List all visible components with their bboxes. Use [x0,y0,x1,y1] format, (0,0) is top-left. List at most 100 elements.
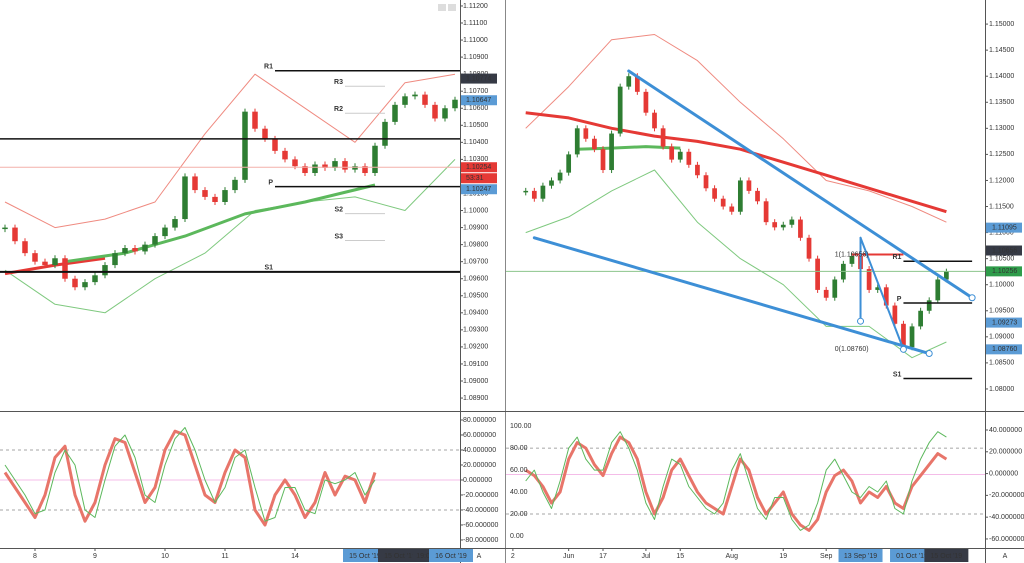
x-highlight-label: 01 Oct '19 [896,553,928,560]
candle [392,104,398,122]
y-tick-label: 80.000000 [463,417,496,424]
pivot-label: S1 [264,265,273,272]
y-tick-label: 1.10900 [463,54,488,61]
trendline [627,69,974,300]
trendline [859,236,905,351]
candle [422,94,428,105]
candle [312,164,318,174]
candle [574,128,580,155]
x-highlight-label: 16 Oct '19 [435,553,467,560]
candle [660,128,666,147]
candle [866,269,872,290]
indicator-line [4,73,456,229]
y-tick-label: 1.11000 [463,37,488,44]
y-tick-label: 1.12000 [989,177,1014,184]
y-tick-label: 60.00 [510,467,528,474]
indicator-line [525,34,947,223]
candle [12,227,18,242]
price-highlight-label: 1.10256 [992,268,1017,275]
indicator-line [525,169,947,359]
y-tick-label: 1.10400 [463,139,488,146]
y-tick-label: -60.000000 [463,522,499,529]
candle [875,287,881,290]
candle [600,149,606,171]
pivot-label: R1 [264,64,273,71]
x-highlight [429,549,473,562]
candle [695,164,700,176]
candle [92,275,98,283]
y-tick-label: 1.13500 [989,99,1014,106]
candle [677,151,683,160]
candle [832,279,838,298]
trendline-handle [925,350,933,358]
x-highlight [890,549,935,562]
candle [669,146,675,160]
candle [132,248,138,252]
candle [102,265,108,276]
candle [22,241,28,254]
candle [540,185,546,199]
x-highlight-label: 19:00 [416,553,434,560]
candle [162,227,168,237]
pivot-label: R3 [334,79,343,86]
candle [789,219,795,225]
x-tick-label: 8 [33,553,37,560]
candle [142,244,148,252]
y-tick-label: 1.09200 [463,344,488,351]
y-tick-label: 1.10000 [989,282,1014,289]
trendline-handle [857,317,865,325]
x-highlight [838,549,883,562]
price-highlight [461,184,497,195]
x-highlight [924,549,969,562]
x-tick-label: 11 [221,553,228,560]
candle [729,206,735,212]
candle [362,166,368,174]
price-highlight [986,245,1022,256]
x-tick-label: 14 [291,553,299,560]
pane: 1(1.10656) 0(1.08760) [506,34,985,380]
candle [432,104,438,119]
y-tick-label: 1.09900 [463,224,488,231]
indicator-line [4,427,376,522]
candle [609,133,614,171]
candle [806,237,812,259]
candle [292,159,298,167]
candle [182,176,188,220]
y-tick-label: 1.10300 [463,156,488,163]
candle [262,128,268,139]
trendline-handle [899,345,907,353]
candle [122,248,128,254]
y-tick-label: -40.000000 [989,514,1024,521]
pane-button[interactable] [448,4,456,11]
y-tick-label: 1.10500 [989,255,1014,262]
candle [737,180,743,212]
price-highlight-label: 1.10774 [466,75,491,82]
pane-button[interactable] [438,4,446,11]
candle [332,161,338,168]
x-tick-label: Jun [563,553,574,560]
candle [272,138,278,151]
y-tick-label: 1.09000 [989,334,1014,341]
candle [849,256,855,264]
candle [557,172,563,181]
candle [901,323,906,348]
y-tick-label: 1.11000 [989,229,1014,236]
candle [883,287,889,306]
candle [342,161,348,170]
y-tick-label: 1.10700 [463,88,488,95]
y-tick-label: 1.15000 [989,21,1014,28]
y-tick-label: -40.000000 [463,507,499,514]
candle [909,326,915,348]
candle [755,190,760,202]
candle [652,112,657,129]
candle [252,111,258,129]
candle [626,76,632,87]
price-highlight-label: 1.08760 [992,346,1017,353]
candle [686,151,692,165]
y-tick-label: 1.09100 [463,361,488,368]
y-tick-label: 1.08000 [989,386,1014,393]
candle [152,236,158,245]
candle [746,180,752,191]
